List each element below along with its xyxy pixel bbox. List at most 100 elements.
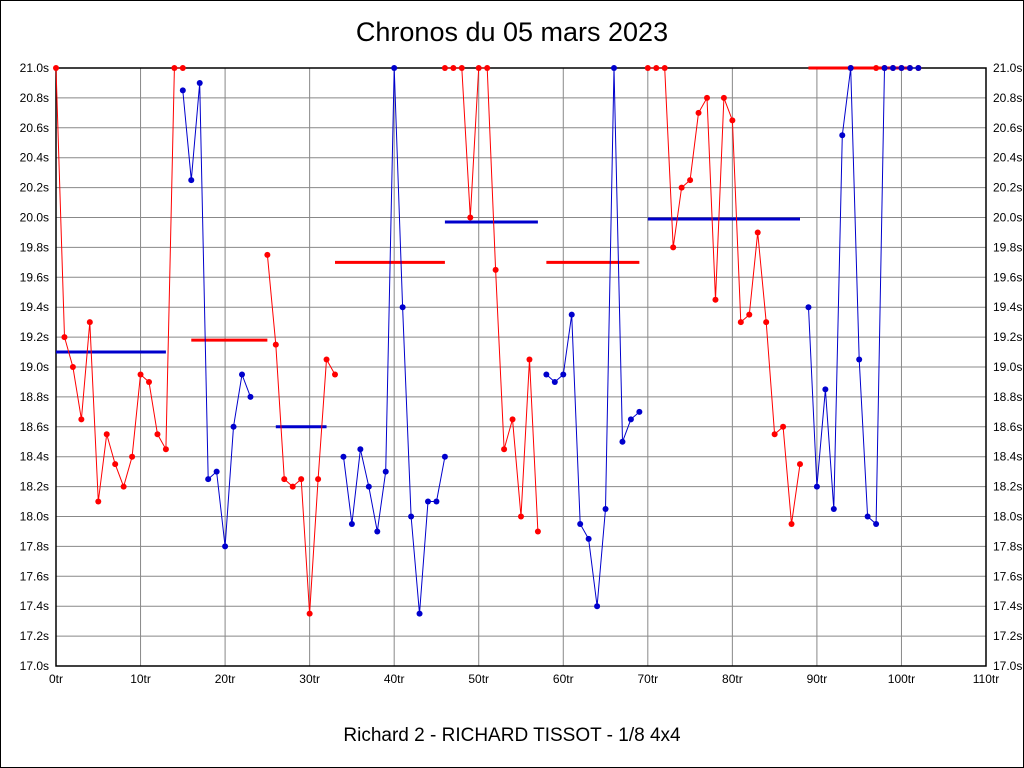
y-tick-label-right: 19.6s [993,270,1022,284]
driver-red-point [746,311,753,318]
driver-red-point [712,296,719,303]
y-tick-label-left: 18.2s [20,480,49,494]
driver-blue-point [179,87,186,94]
driver-blue-point [915,65,922,71]
y-tick-label-right: 18.4s [993,450,1022,464]
driver-red-point [873,65,880,71]
x-tick-label: 90tr [807,672,828,686]
y-tick-label-left: 17.0s [20,659,49,673]
y-tick-label-left: 20.2s [20,181,49,195]
x-tick-label: 20tr [215,672,236,686]
driver-red-point [112,461,119,468]
driver-blue-point [813,483,820,490]
driver-red-point [501,446,508,453]
driver-blue-point [348,520,355,527]
driver-blue-point [365,483,372,490]
driver-red-point [737,319,744,326]
y-tick-label-right: 19.8s [993,240,1022,254]
driver-blue-point [805,304,812,311]
x-tick-label: 70tr [637,672,658,686]
y-tick-label-right: 19.0s [993,360,1022,374]
driver-red-point [788,520,795,527]
driver-blue-point [636,408,643,415]
driver-red-point [484,65,491,71]
y-tick-label-right: 17.4s [993,599,1022,613]
driver-red-line [55,67,183,502]
driver-blue-point [873,520,880,527]
driver-blue-point [213,468,220,475]
driver-red-point [492,266,499,273]
driver-blue-point [551,378,558,385]
y-tick-label-right: 20.4s [993,151,1022,165]
plot-border [55,67,987,667]
y-tick-label-right: 18.0s [993,510,1022,524]
x-tick-label: 50tr [468,672,489,686]
driver-blue-point [205,476,212,483]
driver-blue-point [433,498,440,505]
driver-red-point [137,371,144,378]
x-tick-label: 10tr [130,672,151,686]
driver-blue-point [391,65,398,71]
driver-red-point [518,513,524,520]
driver-blue-point [839,132,846,139]
driver-red-point [653,65,660,71]
y-tick-label-left: 17.6s [20,569,49,583]
driver-blue-point [560,371,567,378]
driver-red-point [272,341,279,348]
driver-blue-point [340,453,347,460]
driver-red-point [323,356,330,363]
driver-blue-point [594,603,601,610]
driver-blue-point [568,311,575,318]
driver-red-point [704,94,710,101]
driver-blue-point [222,543,229,550]
y-tick-label-left: 19.8s [20,240,49,254]
driver-red-point [678,184,685,191]
x-tick-label: 100tr [888,672,915,686]
driver-red-point [298,476,305,483]
driver-blue-point [619,438,626,445]
driver-red-point [467,214,474,221]
driver-red-point [281,476,288,483]
x-tick-label: 0tr [49,672,63,686]
y-tick-label-left: 17.8s [20,539,49,553]
driver-red-line [647,67,801,525]
driver-red-point [61,334,68,341]
driver-red-point [171,65,178,71]
driver-red-point [154,431,161,438]
driver-red-point [441,65,448,71]
driver-red-point [670,244,677,251]
y-tick-label-left: 20.0s [20,211,49,225]
driver-red-point [509,416,516,423]
y-tick-label-right: 18.2s [993,480,1022,494]
driver-red-point [332,371,338,378]
driver-blue-line [182,82,251,547]
driver-red-point [687,177,694,184]
y-tick-label-left: 18.6s [20,420,49,434]
y-tick-label-right: 19.4s [993,300,1022,314]
driver-red-point [754,229,761,236]
driver-blue-point [898,65,905,71]
y-tick-label-right: 18.8s [993,390,1022,404]
driver-blue-point [247,393,254,400]
driver-blue-point [239,371,245,378]
driver-red-point [729,117,736,124]
driver-red-point [78,416,85,423]
y-tick-label-right: 19.2s [993,330,1022,344]
driver-red-line [444,67,539,532]
driver-red-point [306,610,313,617]
driver-blue-point [830,506,837,513]
driver-blue-point [416,610,423,617]
driver-blue-point [611,65,617,71]
driver-red-point [179,65,186,71]
driver-blue-point [196,79,203,86]
driver-red-point [53,65,59,71]
driver-blue-point [906,65,913,71]
driver-red-point [264,251,271,258]
driver-red-point [103,431,110,438]
driver-blue-point [577,520,584,527]
driver-red-point [69,364,76,370]
x-tick-label: 60tr [553,672,574,686]
y-tick-label-left: 20.6s [20,121,49,135]
x-tick-label: 110tr [973,672,999,686]
